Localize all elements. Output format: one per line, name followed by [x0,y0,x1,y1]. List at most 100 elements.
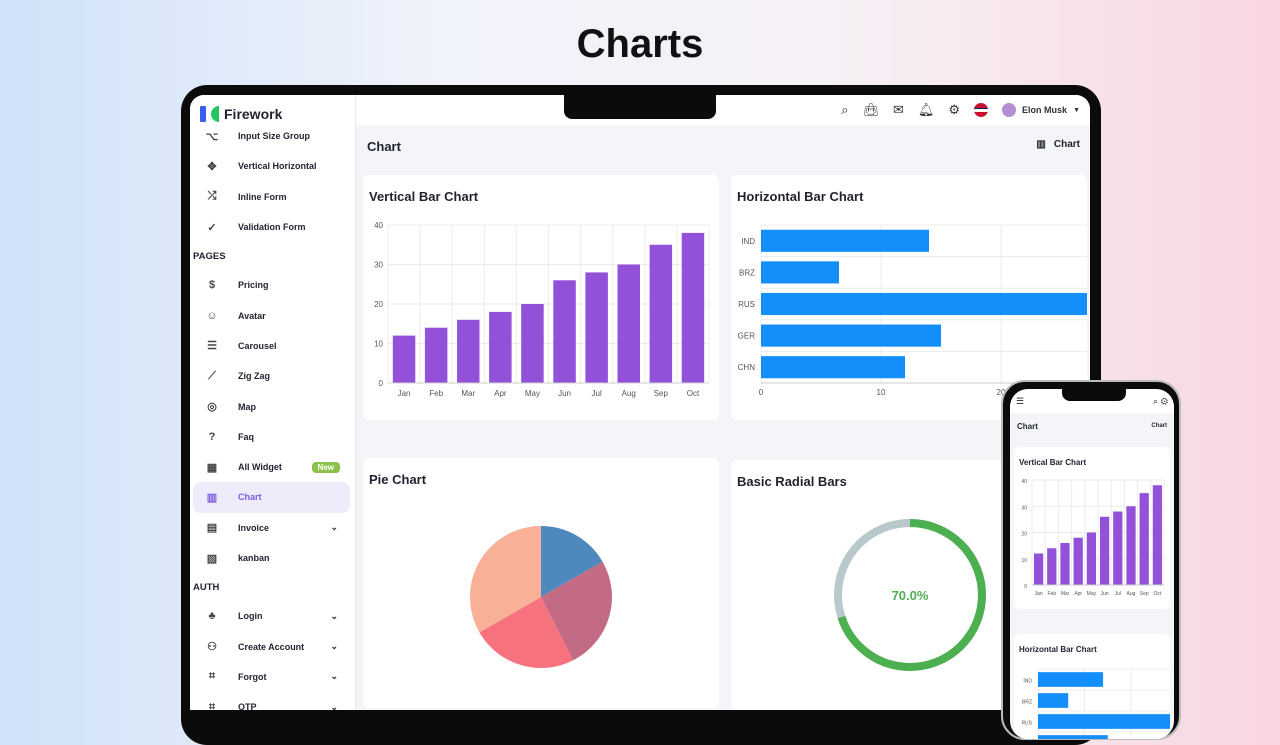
language-flag-icon[interactable] [974,103,989,117]
x-tick-label: May [525,389,540,398]
pie-slice [470,526,541,633]
sidebar-item-forgot[interactable]: ⌗ Forgot ⌄ [193,662,350,692]
sidebar-item-label: Vertical Horizontal [238,161,317,172]
sidebar-item-avatar[interactable]: ☺ Avatar [193,300,350,330]
bar [1126,506,1136,585]
y-tick-label: 20 [374,300,383,309]
sidebar-item-chart[interactable]: ▥ Chart [193,482,350,513]
bar [617,264,640,383]
y-tick-label: RUS [738,300,755,309]
sidebar-item-map[interactable]: ◎ Map [193,391,350,421]
x-tick-label: Jul [1115,591,1121,597]
search-icon[interactable]: ⌕ [841,102,849,117]
section-pages: PAGES [193,250,226,262]
logo-mark-icon [200,106,206,122]
y-tick-label: 40 [1021,479,1027,485]
bar [649,244,673,383]
chevron-down-icon: ⌄ [330,701,338,710]
bar [1152,485,1163,585]
gear-icon[interactable]: ⚙ [948,102,961,117]
pie-slice [541,561,612,661]
x-tick-label: Jan [398,389,411,398]
sidebar-item-icon: ⟋ [208,369,216,382]
x-tick-label: May [1087,591,1097,597]
bar [1139,493,1149,585]
card-title: Vertical Bar Chart [369,189,479,204]
y-tick-label: 30 [1021,505,1027,511]
x-tick-label: Oct [1154,591,1162,597]
y-tick-label: 30 [374,261,383,270]
sidebar-item-otp[interactable]: ⌗ OTP ⌄ [193,692,350,710]
sidebar-item-label: Login [238,611,263,622]
bar [1073,537,1083,585]
bar [1099,516,1110,585]
y-tick-label: 0 [1024,584,1027,590]
card-title: Basic Radial Bars [737,474,847,489]
bar [457,319,480,383]
sidebar-item-label: Invoice [238,522,270,533]
sidebar-item-label: Input Size Group [238,131,310,142]
sidebar-item-zig-zag[interactable]: ⟋ Zig Zag [193,361,350,391]
sidebar-item-icon: ⌗ [208,700,216,710]
sidebar-item-pricing[interactable]: $ Pricing [193,270,350,300]
sidebar-item-input-size-group[interactable]: ⌥ Input Size Group [193,121,350,151]
chevron-down-icon: ⌄ [330,641,338,652]
avatar [1002,103,1017,117]
menu-icon[interactable]: ☰ [1016,395,1025,406]
search-icon[interactable]: ⌕ ⚙ [1153,395,1168,406]
user-name: Elon Musk [1022,105,1068,115]
sidebar-item-icon: $ [208,279,216,292]
top-header: ⌕ 👜︎ ✉ 🔔︎ ⚙ Elon Musk ▼ [356,95,1090,125]
sidebar-item-label: Pricing [238,280,269,291]
logo-mark-icon [211,106,219,122]
app-logo[interactable]: Firework [200,106,323,122]
x-tick-label: Jun [1101,591,1109,597]
x-tick-label: Mar [1061,591,1070,597]
x-tick-label: 10 [877,388,886,397]
bar [392,335,416,383]
phone-breadcrumb[interactable]: Chart [1151,423,1167,429]
sidebar-item-label: Validation Form [238,222,306,233]
breadcrumb[interactable]: ▥ Chart [1036,139,1080,150]
vertical-bar-chart: 0 10 20 30 40 Jan Feb Mar Apr May Jun Jul Aug Sep Oct [374,221,710,398]
y-tick-label: GER [738,332,756,341]
sidebar-item-vertical-horizontal[interactable]: ✥ Vertical Horizontal [193,151,350,181]
sidebar-item-label: Carousel [238,340,277,351]
shopping-bag-icon[interactable]: 👜︎ [862,102,879,117]
sidebar-item-carousel[interactable]: ☰ Carousel [193,331,350,361]
sidebar-item-create-account[interactable]: ⚇ Create Account ⌄ [193,631,350,661]
breadcrumb-label: Chart [1053,139,1080,150]
sidebar-item-icon: ♣ [208,610,216,623]
sidebar-item-invoice[interactable]: ▤ Invoice ⌄ [193,513,350,543]
radial-bar-chart: 70.0% [834,519,986,671]
sidebar-item-label: OTP [238,702,257,710]
sidebar-item-label: All Widget [238,462,282,473]
sidebar-item-icon: ✓ [207,221,217,234]
pie-slice [541,526,603,597]
bar [1113,511,1123,585]
sidebar-item-kanban[interactable]: ▧ kanban [193,543,350,573]
sidebar-item-icon: ⤮ [207,190,217,203]
sidebar-item-all-widget[interactable]: ▦ All Widget New [193,452,350,482]
section-auth: AUTH [193,581,220,593]
bar [761,261,839,284]
bell-icon[interactable]: 🔔︎ [917,102,935,117]
card-title: Horizontal Bar Chart [737,189,864,204]
sidebar-item-faq[interactable]: ? Faq [193,422,350,452]
page-title: Chart [367,139,401,154]
vertical-bar-card: Vertical Bar Chart 0 10 20 30 40 Jan Feb Mar Apr… [363,175,719,420]
bar [761,324,941,347]
bar [1038,672,1104,687]
x-tick-label: Oct [687,389,700,398]
y-tick-label: IND [741,237,755,246]
y-tick-label: 20 [1021,532,1027,538]
user-menu[interactable]: Elon Musk ▼ [1002,103,1080,117]
sidebar-item-login[interactable]: ♣ Login ⌄ [193,601,350,631]
bar [1038,735,1108,739]
mail-icon[interactable]: ✉ [892,102,904,117]
sidebar-item-validation-form[interactable]: ✓ Validation Form [193,212,350,242]
sidebar-item-icon: ▦ [206,461,218,474]
laptop-notch [564,95,716,119]
sidebar-item-icon: ✥ [207,160,217,173]
sidebar-item-inline-form[interactable]: ⤮ Inline Form [193,182,350,212]
